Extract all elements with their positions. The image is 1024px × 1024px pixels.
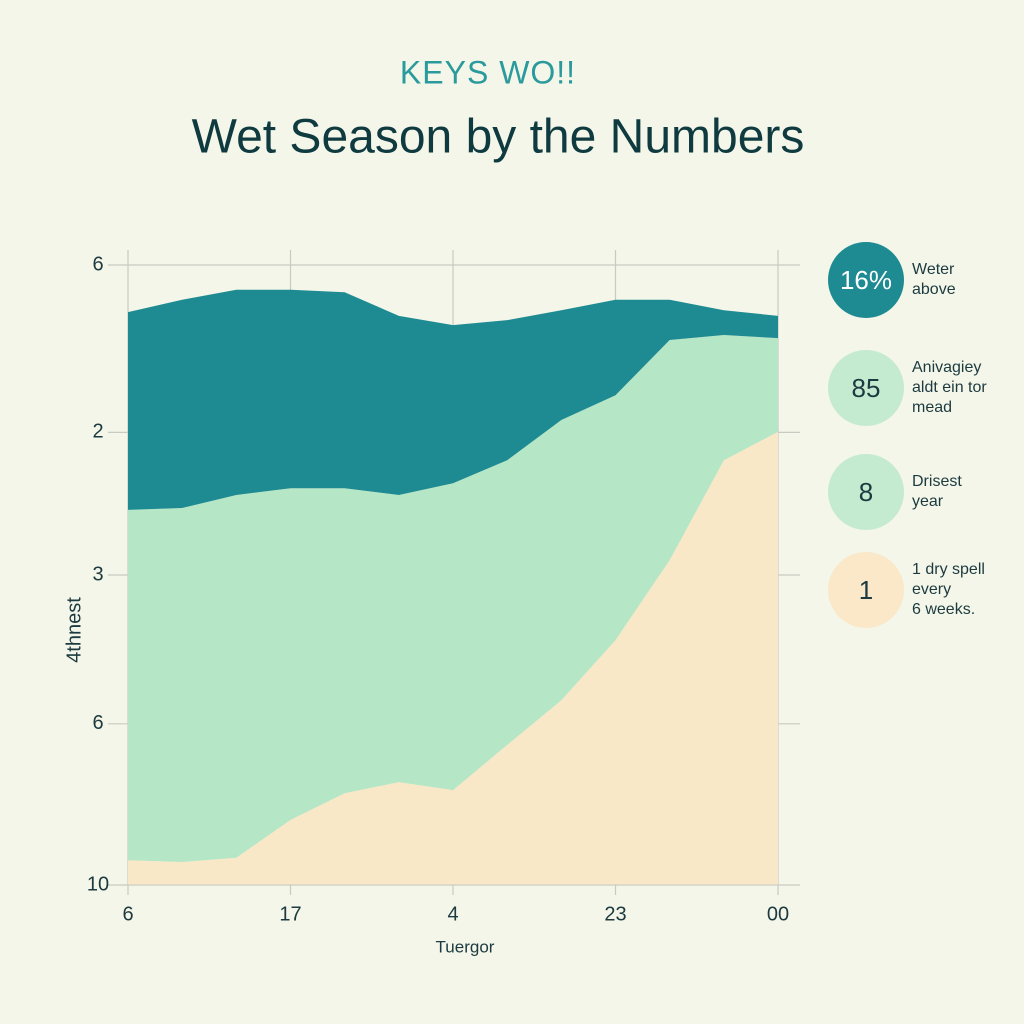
stat-text: Anivagiey xyxy=(912,359,981,376)
x-tick-label: 17 xyxy=(279,903,301,925)
stat-text: Weter xyxy=(912,261,955,278)
y-tick-label: 6 xyxy=(92,253,103,275)
stat-text: 1 dry spell xyxy=(912,561,985,578)
stat-circle xyxy=(828,552,904,628)
stats-panel: 16% Weter above 85 Anivagiey aldt ein tor mead… xyxy=(828,242,987,628)
area xyxy=(128,431,778,885)
stat-text: above xyxy=(912,281,956,298)
y-tick-label: 3 xyxy=(92,563,103,585)
subtitle: KEYS WO!! xyxy=(400,54,576,90)
stat-text: aldt ein tor xyxy=(912,379,987,396)
x-tick-label: 4 xyxy=(447,903,458,925)
x-tick-label: 00 xyxy=(767,903,789,925)
stat-text: year xyxy=(912,493,944,510)
y-axis-label: 4thnest xyxy=(63,597,85,663)
stat-value: 16% xyxy=(840,265,892,295)
y-tick-label: 2 xyxy=(92,421,103,443)
y-tick-label: 6 xyxy=(92,712,103,734)
area xyxy=(128,335,778,863)
stat-value: 8 xyxy=(859,477,873,507)
stat-value: 1 xyxy=(859,575,873,605)
y-tick-label: 10 xyxy=(87,873,109,895)
chart-title: Wet Season by the Numbers xyxy=(192,111,805,164)
x-tick-label: 23 xyxy=(604,903,626,925)
stat-circle xyxy=(828,454,904,530)
plot-area: 10 6 3 2 6 6 17 4 23 00 xyxy=(87,250,800,925)
stat-circle xyxy=(828,350,904,426)
x-tick-label: 6 xyxy=(122,903,133,925)
stat-text: Drisest xyxy=(912,473,962,490)
stat-text: every xyxy=(912,581,951,598)
stat-value: 85 xyxy=(852,373,881,403)
stat-text: mead xyxy=(912,399,952,416)
stat-circle xyxy=(828,242,904,318)
stat-text: 6 weeks. xyxy=(912,601,975,618)
area xyxy=(128,289,778,510)
x-axis-label: Tuergor xyxy=(436,937,495,956)
